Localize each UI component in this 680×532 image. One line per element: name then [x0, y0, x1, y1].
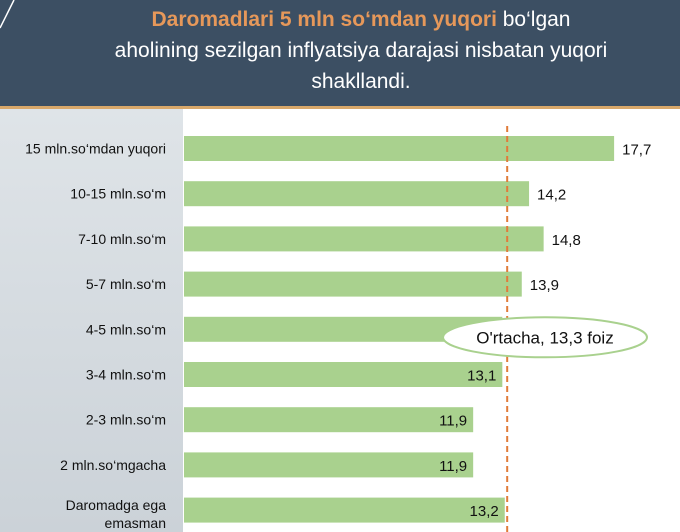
category-label-8-line-1: emasman: [105, 515, 166, 531]
bar-5: [184, 362, 503, 387]
page-title: Daromadlari 5 mln so‘mdan yuqori bo‘lgan…: [56, 4, 666, 97]
value-label-8: 13,2: [470, 503, 499, 520]
bar-2: [184, 226, 544, 252]
category-label-4: 4-5 mln.so‘m: [86, 321, 166, 337]
value-label-2: 14,8: [552, 232, 581, 249]
category-label-2: 7-10 mln.so‘m: [78, 231, 166, 247]
bar-3: [184, 271, 522, 297]
title-highlight: Daromadlari 5 mln so‘mdan yuqori: [151, 8, 497, 31]
value-label-7: 11,9: [439, 458, 467, 475]
category-label-1: 10-15 mln.so‘m: [70, 186, 166, 202]
category-label-6: 2-3 mln.so‘m: [86, 412, 166, 428]
category-label-8-line-0: Daromadga ega: [66, 497, 167, 513]
header-divider: [0, 106, 680, 109]
category-label-7: 2 mln.so‘mgacha: [60, 457, 166, 473]
bar-1: [184, 181, 530, 207]
value-label-1: 14,2: [537, 187, 566, 204]
average-callout: [442, 316, 648, 359]
value-label-0: 17,7: [622, 142, 651, 159]
bar-0: [184, 136, 615, 161]
value-label-5: 13,1: [467, 368, 496, 385]
category-panel: [0, 109, 183, 532]
slide-decoration-line: [0, 0, 15, 29]
bar-6: [184, 407, 474, 433]
bar-8: [184, 497, 505, 523]
category-label-3: 5-7 mln.so‘m: [86, 276, 166, 292]
header-banner: Daromadlari 5 mln so‘mdan yuqori bo‘lgan…: [0, 0, 680, 106]
title-text-2: aholining sezilgan inflyatsiya darajasi …: [114, 39, 608, 62]
value-label-3: 13,9: [530, 277, 559, 294]
bar-7: [184, 452, 474, 478]
category-label-5: 3-4 mln.so‘m: [86, 367, 166, 383]
category-label-0: 15 mln.so‘mdan yuqori: [25, 141, 166, 157]
value-label-6: 11,9: [439, 413, 467, 430]
average-label: O'rtacha, 13,3 foiz: [476, 328, 613, 347]
title-text-1: bo‘lgan: [496, 8, 571, 31]
title-text-3: shakllandi.: [311, 70, 411, 93]
